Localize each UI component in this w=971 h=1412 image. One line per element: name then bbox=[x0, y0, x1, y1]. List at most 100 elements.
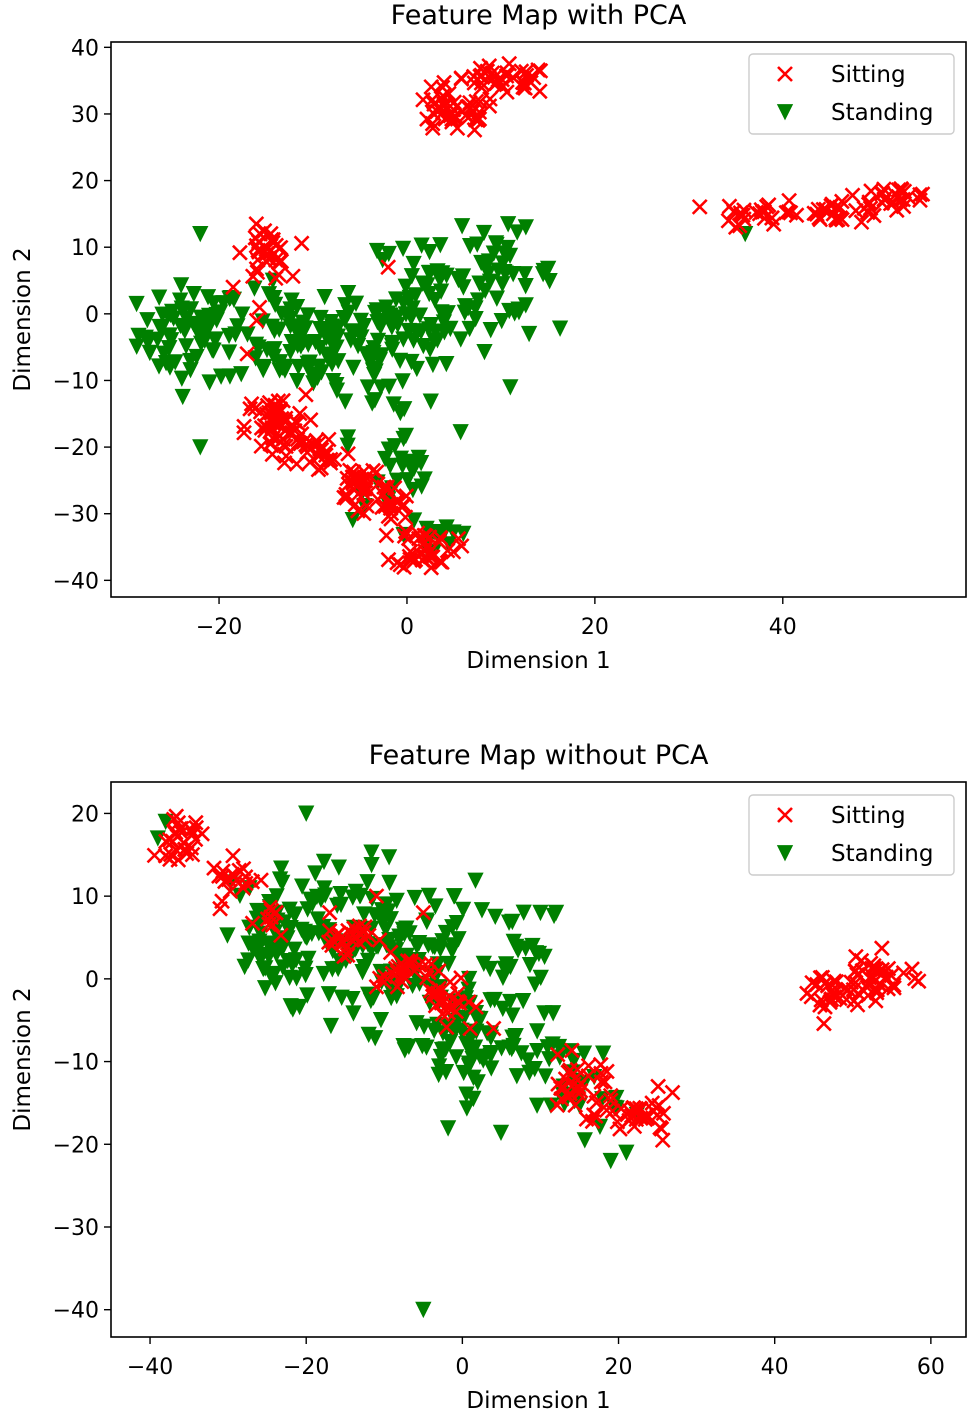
standing-point bbox=[340, 304, 357, 321]
standing-point bbox=[532, 904, 549, 922]
sitting-point bbox=[465, 68, 482, 85]
sitting-point bbox=[721, 198, 738, 215]
standing-point bbox=[388, 892, 405, 909]
standing-point bbox=[315, 853, 333, 871]
standing-point bbox=[494, 276, 511, 293]
sitting-point bbox=[339, 470, 356, 487]
sitting-point bbox=[249, 251, 266, 268]
standing-point bbox=[330, 353, 347, 370]
standing-point bbox=[432, 283, 450, 300]
sitting-point bbox=[355, 505, 372, 522]
sitting-point bbox=[469, 112, 486, 129]
y-tick-label: −40 bbox=[53, 569, 99, 594]
sitting-point bbox=[401, 548, 418, 565]
sitting-point bbox=[445, 543, 462, 560]
x-tick-label: 40 bbox=[761, 1355, 789, 1380]
sitting-point bbox=[157, 833, 174, 850]
standing-point bbox=[325, 372, 342, 390]
sitting-point bbox=[380, 495, 397, 512]
standing-point bbox=[551, 320, 569, 337]
standing-point bbox=[456, 304, 473, 321]
sitting-point bbox=[432, 553, 449, 570]
standing-point bbox=[301, 354, 318, 371]
standing-point bbox=[161, 327, 178, 344]
y-tick-label: −10 bbox=[53, 369, 99, 394]
sitting-point bbox=[273, 253, 290, 270]
standing-point bbox=[394, 373, 411, 390]
legend: Sitting Standing bbox=[748, 794, 955, 876]
standing-point bbox=[350, 323, 367, 341]
sitting-point bbox=[397, 509, 414, 526]
y-tick-label: 20 bbox=[71, 170, 99, 195]
standing-point bbox=[299, 307, 316, 324]
sitting-point bbox=[389, 554, 406, 571]
axes-frame bbox=[110, 41, 967, 598]
standing-point bbox=[173, 370, 190, 387]
standing-point bbox=[385, 396, 402, 413]
standing-point bbox=[320, 986, 338, 1003]
sitting-point bbox=[481, 98, 498, 114]
sitting-point bbox=[224, 866, 241, 883]
sitting-point bbox=[415, 91, 431, 108]
sitting-point bbox=[847, 948, 864, 965]
standing-point bbox=[424, 356, 442, 374]
standing-point bbox=[618, 1144, 635, 1161]
x-axis-label: Dimension 1 bbox=[466, 1388, 610, 1412]
standing-point bbox=[443, 942, 461, 960]
standing-point bbox=[229, 318, 246, 335]
sitting-point bbox=[598, 1102, 615, 1119]
standing-point bbox=[219, 927, 236, 944]
standing-point bbox=[415, 337, 432, 355]
standing-point bbox=[452, 331, 469, 348]
sitting-point bbox=[225, 279, 242, 296]
x-tick-label: 20 bbox=[581, 615, 609, 640]
standing-point bbox=[201, 374, 218, 391]
sitting-point bbox=[244, 268, 261, 285]
legend-marker-sitting bbox=[777, 66, 793, 82]
standing-point bbox=[382, 307, 399, 324]
sitting-point bbox=[765, 216, 782, 233]
legend-box bbox=[748, 53, 955, 135]
y-tick-label: 30 bbox=[71, 103, 99, 128]
standing-point bbox=[277, 358, 294, 376]
standing-point bbox=[468, 1010, 486, 1027]
standing-point bbox=[418, 1039, 435, 1056]
standing-point bbox=[400, 1038, 418, 1055]
standing-point bbox=[283, 334, 300, 351]
sitting-point bbox=[466, 121, 483, 138]
sitting-point bbox=[756, 203, 773, 220]
sitting-point bbox=[517, 80, 534, 96]
standing-point bbox=[368, 242, 386, 260]
standing-point bbox=[174, 388, 191, 406]
standing-point bbox=[359, 379, 377, 396]
sitting-point bbox=[468, 999, 484, 1015]
sitting-point bbox=[825, 205, 842, 222]
sitting-point bbox=[331, 925, 348, 942]
standing-point bbox=[383, 334, 401, 352]
sitting-point bbox=[863, 183, 879, 200]
standing-point bbox=[360, 1026, 377, 1043]
sitting-point bbox=[585, 1088, 602, 1105]
standing-point bbox=[221, 344, 238, 361]
sitting-point bbox=[368, 464, 385, 481]
sitting-point bbox=[340, 476, 357, 493]
sitting-point bbox=[248, 312, 265, 329]
sitting-point bbox=[612, 1121, 628, 1137]
standing-point bbox=[207, 331, 224, 348]
sitting-point bbox=[302, 411, 319, 428]
standing-point bbox=[137, 329, 154, 346]
sitting-point bbox=[664, 1084, 681, 1101]
sitting-point bbox=[473, 79, 490, 96]
sitting-point bbox=[236, 424, 252, 441]
standing-point bbox=[499, 216, 517, 233]
sitting-point bbox=[177, 841, 194, 858]
standing-point bbox=[454, 901, 472, 919]
sitting-point bbox=[438, 110, 454, 127]
sitting-point bbox=[256, 222, 273, 239]
standing-point bbox=[256, 980, 274, 997]
standing-point bbox=[394, 240, 412, 258]
sitting-point bbox=[788, 207, 805, 224]
standing-point bbox=[496, 263, 513, 281]
standing-point bbox=[333, 989, 350, 1006]
x-tick-label: 20 bbox=[605, 1355, 633, 1380]
